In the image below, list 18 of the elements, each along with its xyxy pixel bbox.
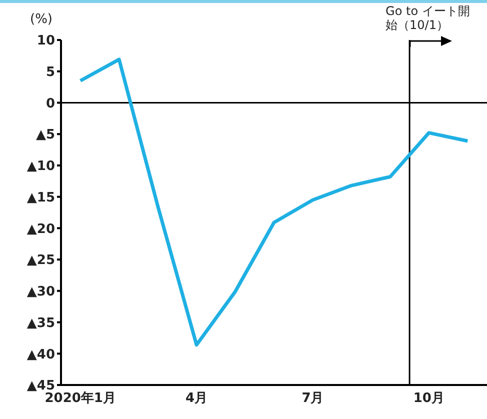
y-tick-label: ▲25 bbox=[26, 253, 55, 268]
y-tick-label: ▲20 bbox=[26, 222, 55, 237]
y-tick-label: 5 bbox=[46, 64, 55, 80]
y-tick-label: ▲40 bbox=[26, 347, 55, 362]
x-tick-label: 4月 bbox=[186, 391, 208, 406]
y-tick-label: ▲45 bbox=[26, 378, 55, 394]
x-tick-label: 10月 bbox=[413, 391, 444, 406]
y-tick-label: 10 bbox=[36, 34, 55, 49]
y-tick-label: ▲15 bbox=[26, 190, 55, 206]
ref-line-label: Go to イート開始（10/1） bbox=[386, 4, 471, 32]
y-tick-label: ▲35 bbox=[26, 316, 55, 331]
y-tick-label: 0 bbox=[46, 96, 55, 112]
x-tick-label: 7月 bbox=[302, 391, 324, 406]
y-tick-label: ▲10 bbox=[26, 159, 55, 174]
y-tick-label: ▲30 bbox=[26, 284, 55, 300]
x-tick-label: 2020年1月 bbox=[44, 391, 116, 406]
y-axis-title: (%) bbox=[30, 12, 52, 27]
y-tick-label: ▲5 bbox=[36, 128, 55, 143]
